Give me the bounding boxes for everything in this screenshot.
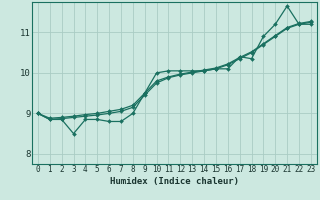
X-axis label: Humidex (Indice chaleur): Humidex (Indice chaleur) <box>110 177 239 186</box>
